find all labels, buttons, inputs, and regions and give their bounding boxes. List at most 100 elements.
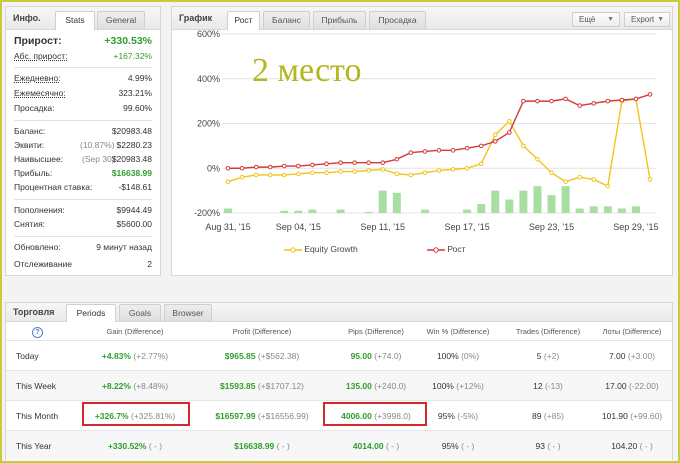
tab-drawdown[interactable]: Просадка	[369, 11, 426, 29]
col-header-win[interactable]: Win % (Difference)	[426, 327, 490, 336]
legend-growth[interactable]: Рост	[427, 243, 466, 255]
trades-difference: ( - )	[547, 441, 561, 451]
col-header-lots[interactable]: Лоты (Difference)	[602, 327, 662, 336]
tab-profit[interactable]: Прибыль	[313, 11, 366, 29]
legend-label: Equity Growth	[304, 244, 358, 254]
info-row-highest: Наивысшее: (Sep 30) $20983.48	[14, 152, 152, 166]
win-value: 95%	[441, 441, 459, 451]
win-difference: (-5%)	[457, 411, 479, 421]
cell-win: 95% ( - )	[418, 431, 498, 461]
profit-difference: (+$1707.12)	[257, 381, 304, 391]
trades-difference: (+2)	[543, 351, 560, 361]
gain-value: +4.83%	[101, 351, 131, 361]
cell-lots: 104.20 ( - )	[594, 431, 670, 461]
info-label: Снятия:	[14, 219, 46, 229]
trades-difference: (+85)	[543, 411, 564, 421]
cell-profit: $16638.99 ( - )	[212, 431, 312, 461]
tab-goals[interactable]: Goals	[119, 304, 161, 321]
info-row-monthly: Ежемесячно: 323.21%	[14, 86, 152, 100]
col-header-trades[interactable]: Trades (Difference)	[515, 327, 581, 336]
cell-gain: +4.83% (+2.77%)	[90, 341, 180, 371]
trades-value: 89	[532, 411, 542, 421]
cell-pips: 4006.00 (+3998.0)	[326, 401, 426, 431]
lots-value: 101.90	[601, 411, 628, 421]
gain-difference: (+8.48%)	[133, 381, 169, 391]
info-row-profit: Прибыль: $16638.99	[14, 166, 152, 180]
highlight-box-pips	[323, 402, 427, 426]
win-value: 95%	[437, 411, 455, 421]
more-menu-label: Ещё	[579, 15, 596, 24]
pips-value: 135.00	[345, 381, 372, 391]
chevron-down-icon: ▼	[657, 16, 664, 23]
info-label: Баланс:	[14, 126, 46, 136]
info-value: $5600.00	[116, 219, 152, 229]
tab-browser[interactable]: Browser	[164, 304, 212, 321]
info-row-withdrawals: Снятия: $5600.00	[14, 217, 152, 231]
graph-header: График Рост Баланс Прибыль Просадка Ещё …	[172, 7, 672, 30]
info-label[interactable]: Абс. прирост:	[14, 51, 68, 61]
info-value: $2280.23	[116, 140, 152, 150]
lots-difference: (+3.00)	[627, 351, 656, 361]
cell-lots: 7.00 (+3.00)	[594, 341, 670, 371]
profit-value: $16638.99	[234, 441, 275, 451]
export-button[interactable]: Export ▼	[624, 12, 670, 27]
lots-difference: (+99.60)	[630, 411, 663, 421]
export-label: Export	[631, 15, 655, 24]
info-label: Обновлено:	[14, 242, 61, 252]
divider	[14, 120, 152, 121]
cell-trades: 89 (+85)	[503, 401, 593, 431]
trades-difference: (-13)	[544, 381, 563, 391]
help-icon[interactable]: ?	[32, 327, 43, 338]
cell-lots: 17.00 (-22.00)	[594, 371, 670, 401]
tab-general[interactable]: General	[97, 11, 145, 29]
info-label[interactable]: Ежемесячно:	[14, 88, 66, 98]
cell-pips: 135.00 (+240.0)	[326, 371, 426, 401]
info-row-drawdown: Просадка: 99.60%	[14, 101, 152, 115]
pips-difference: (+74.0)	[374, 351, 402, 361]
legend-line-icon	[427, 247, 445, 253]
cell-trades: 12 (-13)	[503, 371, 593, 401]
chevron-down-icon: ▼	[607, 16, 614, 23]
info-value: $20983.48	[111, 154, 152, 164]
col-header-pips[interactable]: Pips (Difference)	[348, 327, 404, 336]
cell-pips: 95.00 (+74.0)	[326, 341, 426, 371]
trading-title: Торговля	[13, 307, 55, 317]
win-difference: (0%)	[461, 351, 480, 361]
tab-balance[interactable]: Баланс	[263, 11, 310, 29]
table-row: This Week +8.22% (+8.48%) $1593.85 (+$1707…	[6, 370, 672, 401]
info-row-interest: Процентная ставка: -$148.61	[14, 180, 152, 194]
cell-trades: 93 ( - )	[503, 431, 593, 461]
info-value: -$148.61	[118, 182, 152, 192]
cell-win: 95% (-5%)	[418, 401, 498, 431]
more-menu-button[interactable]: Ещё ▼	[572, 12, 620, 27]
info-row-equity: Эквити: (10.87%) $2280.23	[14, 138, 152, 152]
legend-equity-growth[interactable]: Equity Growth	[284, 243, 358, 255]
info-row-daily: Ежедневно: 4.99%	[14, 71, 152, 85]
info-row-balance: Баланс: $20983.48	[14, 124, 152, 138]
lots-value: 17.00	[605, 381, 627, 391]
gain-difference: (+325.81%)	[130, 411, 176, 421]
profit-value: $16597.99	[215, 411, 256, 421]
col-header-gain[interactable]: Gain (Difference)	[106, 327, 164, 336]
trading-header: Торговля Periods Goals Browser	[6, 303, 672, 322]
tab-stats[interactable]: Stats	[55, 11, 95, 30]
gain-value: +326.7%	[94, 411, 129, 421]
info-label[interactable]: Ежедневно:	[14, 73, 61, 83]
row-period-label: This Month	[16, 411, 59, 421]
lots-value: 7.00	[608, 351, 626, 361]
cell-profit: $965.85 (+$562.38)	[212, 341, 312, 371]
info-value: 99.60%	[123, 103, 152, 113]
info-row-gain: Прирост: +330.53%	[14, 34, 152, 48]
graph-panel: График Рост Баланс Прибыль Просадка Ещё …	[171, 6, 673, 276]
info-label: Пополнения:	[14, 205, 65, 215]
tab-growth[interactable]: Рост	[227, 11, 260, 30]
tab-periods[interactable]: Periods	[66, 304, 116, 322]
cell-pips: 4014.00 ( - )	[326, 431, 426, 461]
profit-difference: (+$16556.99)	[257, 411, 309, 421]
col-header-profit[interactable]: Profit (Difference)	[232, 327, 292, 336]
pips-value: 4014.00	[352, 441, 384, 451]
info-value: +330.53%	[104, 35, 152, 47]
cell-profit: $1593.85 (+$1707.12)	[212, 371, 312, 401]
info-value: 9 минут назад	[96, 242, 152, 252]
row-period-label: This Week	[16, 381, 56, 391]
